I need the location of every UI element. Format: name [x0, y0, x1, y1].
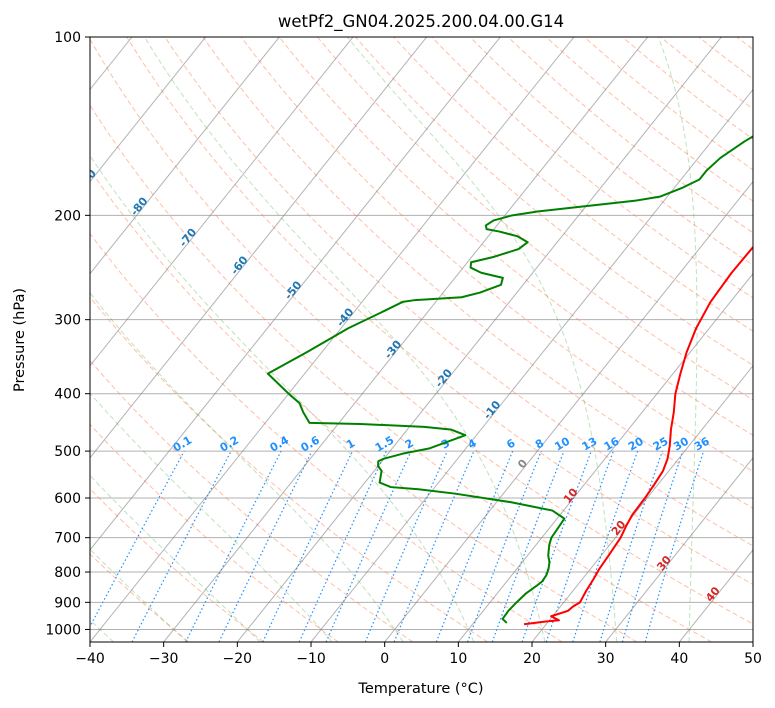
profile-series	[266, 135, 753, 626]
x-axis: −40 −30 −20 −10 0 10 20 30 40 50	[75, 642, 762, 667]
y-tick-label: 900	[54, 595, 81, 611]
y-tick-label: 100	[54, 30, 81, 46]
mixing-ratio-line	[325, 450, 412, 642]
moist-adiabat	[90, 392, 333, 642]
mixing-ratio-line	[491, 450, 565, 642]
x-tick-label: 50	[744, 651, 762, 667]
skewed-isotherm	[384, 180, 753, 642]
y-axis-label: Pressure (hPa)	[12, 288, 28, 392]
skewed-isotherm	[90, 37, 501, 551]
skewed-isotherm	[90, 37, 280, 275]
x-axis-label: Temperature (°C)	[357, 681, 483, 697]
x-tick-label: 10	[449, 651, 467, 667]
moist-adiabat	[144, 37, 546, 642]
y-tick-label: 700	[54, 531, 81, 547]
mixing-ratio-line	[521, 450, 592, 642]
y-tick-label: 500	[54, 444, 81, 460]
dry-adiabat	[90, 104, 712, 642]
dry-adiabat	[90, 38, 753, 625]
y-tick-label: 1000	[45, 622, 81, 638]
skewed-isotherms	[90, 37, 753, 642]
chart-title: wetPf2_GN04.2025.200.04.00.G14	[278, 12, 564, 32]
y-tick-label: 200	[54, 208, 81, 224]
y-tick-label: 400	[54, 387, 81, 403]
x-tick-label: −30	[149, 651, 179, 667]
skewed-isotherm	[163, 37, 649, 642]
dry-adiabat	[202, 37, 753, 509]
skewed-isotherm	[90, 37, 428, 459]
x-tick-label: −10	[296, 651, 326, 667]
skewed-isotherm	[90, 37, 354, 367]
skewed-isotherm	[90, 37, 575, 642]
moist-adiabat	[90, 292, 404, 642]
dry-adiabat	[90, 488, 264, 642]
dry-adiabat	[240, 37, 753, 472]
skewed-isotherm	[90, 37, 207, 183]
mixing-ratio-line	[466, 450, 542, 642]
profile-line	[266, 135, 753, 624]
x-tick-label: −40	[75, 651, 105, 667]
mixing-ratio-line	[621, 450, 684, 642]
y-tick-label: 300	[54, 313, 81, 329]
isotherm-label: -90	[76, 167, 99, 191]
skewed-isotherm	[236, 37, 722, 642]
dry-adiabat	[90, 296, 488, 642]
mixing-ratio-line	[185, 450, 282, 642]
dry-adiabat	[278, 37, 753, 436]
y-tick-label: 600	[54, 491, 81, 507]
x-tick-label: −20	[223, 651, 253, 667]
y-tick-label: 800	[54, 565, 81, 581]
mixing-ratio-line	[435, 450, 514, 642]
dry-adiabat	[90, 423, 339, 642]
profile-line	[523, 245, 753, 626]
dry-adiabat	[90, 553, 190, 642]
mixing-ratio-line	[364, 450, 448, 642]
x-tick-label: 30	[597, 651, 615, 667]
skewed-isotherm	[310, 88, 753, 642]
plot-frame	[89, 36, 754, 643]
dry-adiabat	[431, 37, 753, 299]
moist-adiabat	[657, 37, 698, 642]
skewed-isotherm	[605, 457, 753, 642]
skewed-isotherm	[457, 272, 753, 642]
dry-adiabat	[164, 37, 753, 547]
dry-adiabat	[393, 37, 753, 332]
x-tick-label: 40	[670, 651, 688, 667]
y-axis: 100 200 300 400 500 600 700 800 900 1000	[45, 30, 90, 638]
moist-adiabat	[90, 474, 261, 642]
x-tick-label: 20	[523, 651, 541, 667]
mixing-ratio-line	[90, 450, 185, 628]
x-tick-label: 0	[380, 651, 389, 667]
skewed-isotherm	[531, 364, 753, 642]
mixing-ratio-line	[572, 450, 639, 642]
mixing-ratio-line	[599, 450, 663, 642]
moist-adiabat	[90, 154, 475, 642]
